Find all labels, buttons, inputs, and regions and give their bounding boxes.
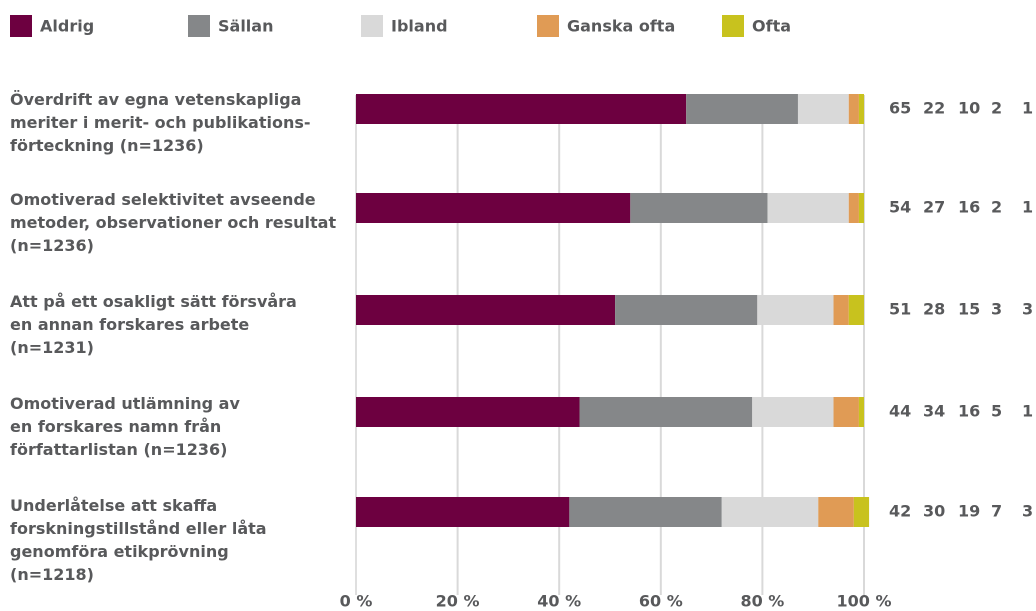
legend-swatch — [10, 15, 32, 37]
bar-segment — [767, 193, 849, 223]
value-label: 3 — [991, 300, 1002, 319]
bar-segment — [848, 94, 859, 124]
legend-label: Ganska ofta — [567, 17, 675, 36]
bar-segment — [579, 397, 753, 427]
value-label: 7 — [991, 502, 1002, 521]
value-label: 3 — [1022, 502, 1033, 521]
legend-swatch — [188, 15, 210, 37]
value-label: 28 — [923, 300, 945, 319]
value-label: 42 — [889, 502, 911, 521]
legend-swatch — [537, 15, 559, 37]
category-label: Att på ett osakligt sätt försvåra en ann… — [10, 292, 297, 357]
value-label: 1 — [1022, 402, 1033, 421]
bar-segment — [752, 397, 834, 427]
value-label: 5 — [991, 402, 1002, 421]
value-label: 34 — [923, 402, 945, 421]
value-label: 2 — [991, 99, 1002, 118]
legend-swatch — [722, 15, 744, 37]
category-label: Omotiverad utlämning av en forskares nam… — [10, 394, 240, 459]
category-label: Underlåtelse att skaffa forskningstillst… — [10, 496, 267, 584]
value-label: 15 — [958, 300, 980, 319]
value-label: 2 — [991, 198, 1002, 217]
x-tick-label: 40 % — [537, 592, 581, 611]
value-label: 44 — [889, 402, 911, 421]
value-label: 3 — [1022, 300, 1033, 319]
bar-segment — [356, 193, 631, 223]
x-tick-label: 60 % — [639, 592, 683, 611]
legend-swatch — [361, 15, 383, 37]
value-label: 54 — [889, 198, 911, 217]
bar-segment — [615, 295, 758, 325]
bar-segment — [356, 397, 580, 427]
bar-segment — [858, 193, 864, 223]
bar-segment — [853, 497, 870, 527]
value-label: 16 — [958, 198, 980, 217]
category-label: Överdrift av egna vetenskapliga meriter … — [10, 90, 311, 155]
value-label: 30 — [923, 502, 945, 521]
x-tick-label: 0 % — [340, 592, 373, 611]
x-tick-label: 20 % — [436, 592, 480, 611]
bar-segment — [356, 94, 687, 124]
x-tick-label: 100 % — [837, 592, 892, 611]
bar-segment — [848, 295, 864, 325]
legend-label: Ibland — [391, 17, 448, 36]
value-label: 19 — [958, 502, 980, 521]
category-label: Omotiverad selektivitet avseende metoder… — [10, 190, 337, 255]
value-label: 1 — [1022, 198, 1033, 217]
bar-segment — [630, 193, 768, 223]
bar-segment — [356, 295, 616, 325]
bar-segment — [356, 497, 570, 527]
bar-segment — [848, 193, 859, 223]
bar-segment — [833, 397, 859, 427]
bar-segment — [721, 497, 819, 527]
legend-label: Ofta — [752, 17, 791, 36]
value-label: 27 — [923, 198, 945, 217]
value-label: 51 — [889, 300, 911, 319]
bar-segment — [757, 295, 834, 325]
bar-segment — [818, 497, 854, 527]
x-tick-label: 80 % — [740, 592, 784, 611]
value-label: 22 — [923, 99, 945, 118]
bar-segment — [858, 397, 864, 427]
value-label: 65 — [889, 99, 911, 118]
bar-segment — [797, 94, 849, 124]
bar-segment — [833, 295, 849, 325]
value-label: 1 — [1022, 99, 1033, 118]
legend-label: Aldrig — [40, 17, 94, 36]
bar-segment — [569, 497, 722, 527]
bar-segment — [686, 94, 798, 124]
legend-label: Sällan — [218, 17, 273, 36]
bar-segment — [858, 94, 864, 124]
value-label: 10 — [958, 99, 980, 118]
value-label: 16 — [958, 402, 980, 421]
